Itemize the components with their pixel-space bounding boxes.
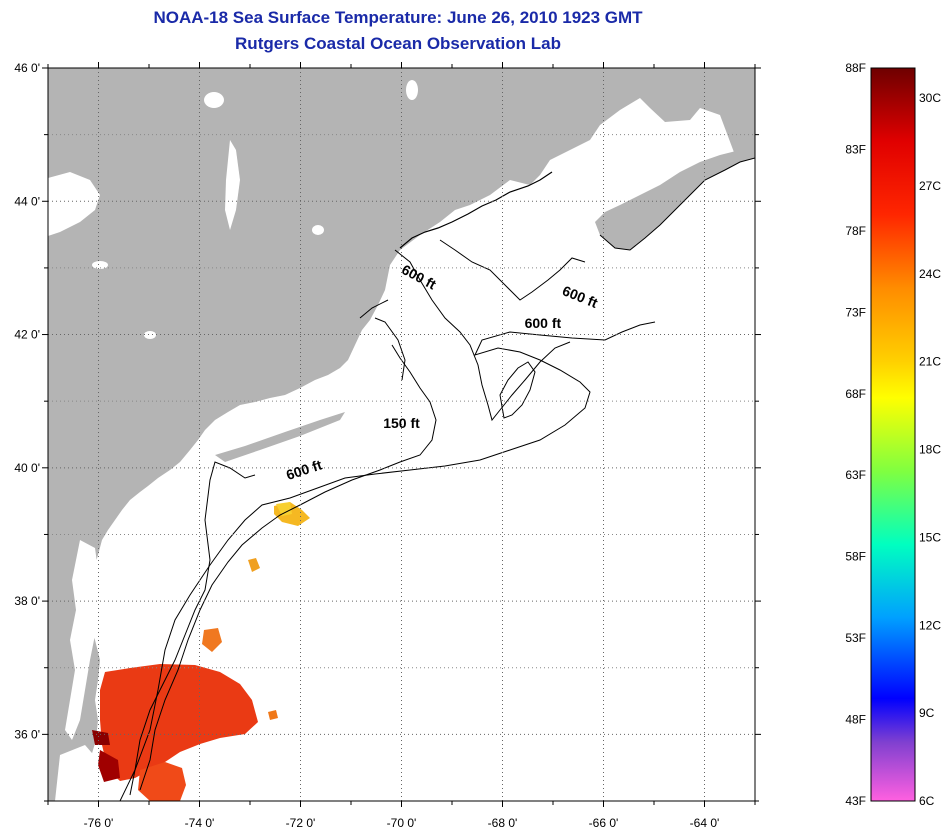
contour-label: 150 ft [383,415,420,431]
colorbar-label-f: 78F [845,224,866,238]
colorbar-label-f: 43F [845,794,866,808]
sst-patch-small-orange [202,628,222,652]
lake-small-1 [92,261,108,269]
lon-tick-label: -70 0' [387,816,417,830]
colorbar-label-f: 53F [845,631,866,645]
sst-patch-dark-cape [92,730,110,745]
lat-tick-label: 36 0' [14,727,40,741]
land-nova-scotia [595,148,755,250]
lake-ontario [48,172,100,236]
contour-georges-bank [499,361,536,419]
lake-winnipesaukee [312,225,324,235]
colorbar-label-c: 12C [919,618,941,632]
colorbar-label-c: 6C [919,794,935,808]
colorbar-label-f: 48F [845,713,866,727]
colorbar-label-f: 83F [845,142,866,156]
lon-tick-label: -68 0' [488,816,518,830]
colorbar [870,67,916,802]
lake-moosehead [406,80,418,100]
lon-tick-label: -64 0' [690,816,720,830]
sst-patch-dark-coast [98,750,120,782]
colorbar-label-c: 21C [919,355,941,369]
colorbar-label-f: 63F [845,468,866,482]
colorbar-label-f: 73F [845,305,866,319]
pamlico-sound [55,745,98,801]
colorbar-labels: 88F 83F 78F 73F 68F 63F 58F 53F 48F 43F 30C 27C 24C 2… [845,61,941,808]
contour-cape-cod [359,299,406,381]
land-long-island [215,412,345,462]
sst-patch-spot [248,558,260,572]
sst-patch-offshore-speck [268,710,278,720]
lon-tick-label: -74 0' [185,816,215,830]
lake-small-2 [144,331,156,339]
lat-tick-label: 40 0' [14,461,40,475]
colorbar-label-f: 68F [845,387,866,401]
lon-tick-label: -76 0' [84,816,114,830]
lat-tick-label: 38 0' [14,594,40,608]
lake-champlain [225,140,240,230]
colorbar-label-c: 24C [919,267,941,281]
lon-tick-label: -72 0' [286,816,316,830]
sst-patch-warm-south [100,664,258,781]
colorbar-label-f: 88F [845,61,866,75]
long-island-sound [205,395,360,450]
colorbar-label-c: 15C [919,530,941,544]
colorbar-label-c: 9C [919,706,935,720]
chesapeake-bay [65,540,98,740]
lat-tick-label: 44 0' [14,194,40,208]
contour-label: 600 ft [525,315,562,331]
lat-tick-label: 42 0' [14,328,40,342]
colorbar-label-f: 58F [845,550,866,564]
map-subtitle: Rutgers Coastal Ocean Observation Lab [235,34,561,53]
colorbar-label-c: 18C [919,443,941,457]
delaware-bay [112,512,168,575]
lake-st-john [204,92,224,108]
colorbar-label-c: 30C [919,91,941,105]
map-title: NOAA-18 Sea Surface Temperature: June 26… [153,8,643,27]
contour-gulf-of-maine [394,239,586,422]
contour-600ft-shelf-break [119,321,656,801]
coastline-maine-islands [399,171,553,249]
sst-patch-warm-southeast [138,762,186,801]
lat-tick-label: 46 0' [14,61,40,75]
map-ticks: 46 0' 44 0' 42 0' 40 0' 38 0' 36 0' -76 0' -74 … [14,61,761,830]
coastline-nova-scotia [599,157,755,251]
land-north-america [48,68,755,801]
cape-cod-bay [358,330,405,392]
lon-tick-label: -66 0' [589,816,619,830]
sst-patch-canyon-core [276,502,292,516]
colorbar-label-c: 27C [919,179,941,193]
